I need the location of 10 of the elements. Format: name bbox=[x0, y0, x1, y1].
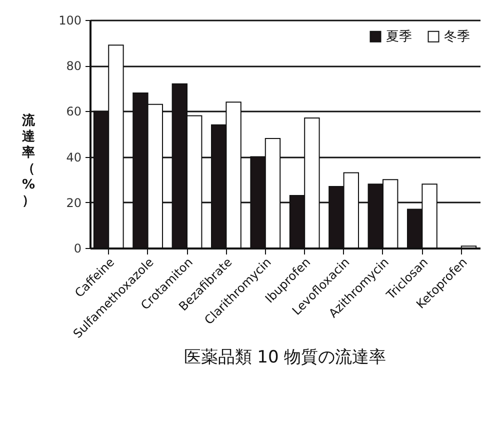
y-tick-label: 20 bbox=[66, 196, 82, 210]
y-axis-title: 流達率（%） bbox=[21, 112, 36, 208]
y-tick-label: 80 bbox=[66, 59, 82, 74]
legend-label: 夏季 bbox=[386, 30, 412, 45]
y-tick-label: 40 bbox=[66, 150, 82, 164]
text: 医薬品類 10 物質の流達率 bbox=[184, 348, 386, 368]
y-tick-label: 60 bbox=[66, 104, 82, 119]
y-tick-label: 0 bbox=[74, 242, 82, 256]
y-tick-label: 100 bbox=[58, 14, 82, 28]
legend-label: 冬季 bbox=[444, 30, 470, 45]
